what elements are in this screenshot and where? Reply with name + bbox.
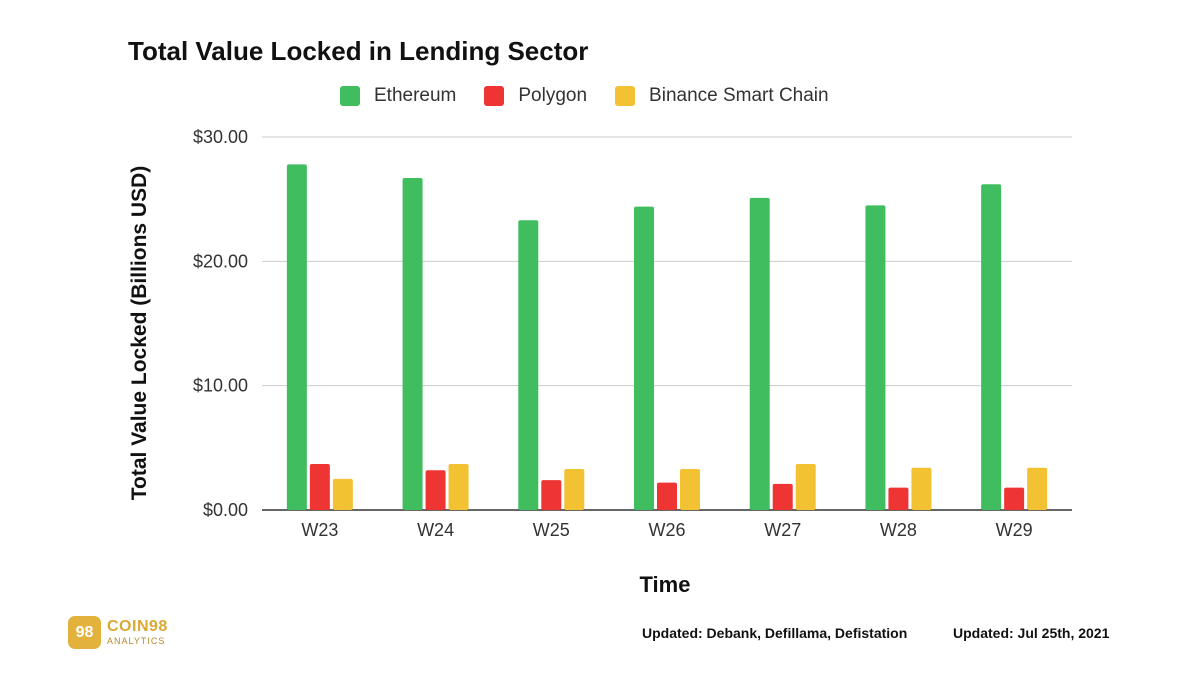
legend-item-polygon: Polygon — [484, 85, 587, 107]
x-tick-label: W23 — [301, 520, 338, 540]
coin98-logo-mark: 98 — [68, 616, 101, 649]
bar-ethereum-w29 — [981, 184, 1002, 510]
bar-ethereum-w24 — [402, 178, 423, 510]
bar-binance-smart-chain-w23 — [332, 478, 353, 510]
bar-polygon-w25 — [541, 480, 562, 510]
bar-ethereum-w23 — [286, 164, 307, 510]
y-tick-label: $10.00 — [193, 376, 248, 396]
legend-label-polygon: Polygon — [518, 85, 588, 106]
legend-label-bsc: Binance Smart Chain — [649, 85, 829, 106]
bar-polygon-w23 — [309, 463, 330, 510]
legend-swatch-polygon — [484, 86, 505, 106]
y-axis-title: Total Value Locked (Billions USD) — [128, 165, 151, 501]
x-tick-label: W28 — [880, 520, 917, 540]
bar-binance-smart-chain-w27 — [795, 463, 816, 510]
footer-sources: Updated: Debank, Defillama, Defistation — [642, 625, 908, 641]
bar-polygon-w26 — [657, 482, 677, 510]
legend: Ethereum Polygon Binance Smart Chain — [340, 84, 829, 108]
legend-label-ethereum: Ethereum — [374, 85, 457, 106]
footer-date: Updated: Jul 25th, 2021 — [953, 625, 1110, 641]
y-tick-label: $20.00 — [193, 251, 248, 271]
bar-binance-smart-chain-w29 — [1027, 467, 1048, 510]
bar-ethereum-w25 — [518, 220, 539, 510]
bar-polygon-w24 — [425, 470, 446, 510]
x-tick-label: W25 — [533, 520, 570, 540]
x-tick-label: W29 — [996, 520, 1033, 540]
x-tick-label: W24 — [417, 520, 454, 540]
bar-binance-smart-chain-w28 — [911, 467, 932, 510]
logo-subtitle: ANALYTICS — [107, 636, 166, 646]
bar-ethereum-w26 — [634, 206, 654, 511]
legend-swatch-ethereum — [340, 86, 360, 106]
bar-polygon-w29 — [1004, 487, 1025, 510]
bar-binance-smart-chain-w25 — [564, 468, 585, 510]
legend-item-ethereum: Ethereum — [340, 85, 456, 107]
bar-ethereum-w27 — [749, 197, 770, 510]
legend-swatch-bsc — [615, 86, 636, 106]
y-tick-label: $30.00 — [193, 127, 248, 147]
x-tick-label: W27 — [764, 520, 801, 540]
bar-ethereum-w28 — [865, 205, 886, 510]
x-axis-title: Time — [639, 572, 691, 597]
logo-name: COIN98 — [107, 618, 168, 635]
bar-binance-smart-chain-w26 — [680, 468, 700, 510]
x-tick-label: W26 — [648, 520, 685, 540]
bar-binance-smart-chain-w24 — [448, 463, 469, 510]
coin98-logo: 98 COIN98 ANALYTICS — [68, 616, 168, 649]
legend-item-bsc: Binance Smart Chain — [615, 85, 829, 107]
bar-polygon-w27 — [772, 483, 793, 510]
chart-title: Total Value Locked in Lending Sector — [128, 36, 589, 66]
coin98-logo-text: COIN98 ANALYTICS — [107, 619, 168, 646]
y-tick-label: $0.00 — [203, 500, 248, 520]
bar-polygon-w28 — [888, 487, 909, 510]
